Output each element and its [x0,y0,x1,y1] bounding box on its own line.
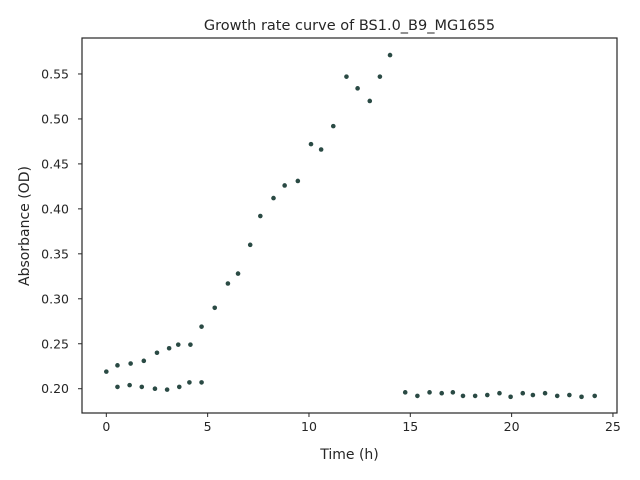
data-point [567,392,572,398]
data-point [497,390,502,396]
y-axis-label: Absorbance (OD) [17,166,33,286]
plot-frame [81,37,618,414]
x-tick-label: 15 [402,419,418,434]
data-point [154,350,160,356]
data-point [387,52,393,58]
data-point [330,123,336,129]
data-point [164,387,170,392]
data-point [152,386,158,392]
y-tick-label: 0.45 [41,156,69,171]
data-point [402,390,408,395]
data-point [318,147,324,152]
data-point [427,390,432,395]
data-point [295,178,301,184]
chart-title: Growth rate curve of BS1.0_B9_MG1655 [204,18,495,34]
data-point [542,390,548,396]
data-point [199,380,204,385]
data-point [415,393,420,399]
x-tick-label: 5 [204,419,212,434]
data-point [139,384,145,390]
y-tick-label: 0.50 [41,111,69,126]
data-point [520,390,526,396]
data-point [187,380,192,385]
data-point [377,74,383,79]
data-point [141,358,147,364]
data-point [166,345,172,351]
data-point [355,86,360,91]
data-point [115,384,120,390]
data-point [128,361,133,366]
data-point [472,393,478,399]
data-point [176,384,182,390]
data-point [225,281,231,286]
data-point [439,390,445,396]
data-point [592,393,598,399]
data-point [460,393,466,399]
y-axis: 0.20 0.25 0.30 0.35 0.40 0.45 0.50 0.55 [41,66,82,396]
data-point [308,141,314,147]
data-point [530,392,536,398]
data-point [247,242,253,248]
data-point [508,394,513,400]
x-tick-label: 20 [504,419,520,434]
data-point [271,195,276,201]
x-axis: 0 5 10 15 20 25 [102,413,621,434]
data-point [258,213,263,219]
y-tick-label: 0.55 [41,66,69,81]
data-point [188,342,193,347]
data-point [282,183,287,188]
y-tick-label: 0.25 [41,336,69,351]
data-point [554,393,560,399]
data-point [367,98,373,104]
x-tick-label: 0 [102,419,110,434]
data-point [212,305,218,311]
x-tick-label: 10 [301,419,317,434]
y-tick-label: 0.30 [41,291,69,306]
data-point [199,324,204,329]
data-points [104,52,598,400]
data-point [235,271,241,276]
data-point [115,363,120,368]
y-tick-label: 0.35 [41,246,69,261]
data-point [579,394,584,400]
data-point [450,390,456,395]
data-point [344,74,349,79]
y-tick-label: 0.40 [41,201,69,216]
data-point [485,392,490,398]
data-point [175,342,181,347]
x-axis-label: Time (h) [319,447,379,463]
data-point [127,382,132,388]
x-tick-label: 25 [605,419,621,434]
y-tick-label: 0.20 [41,381,69,396]
data-point [104,369,109,374]
